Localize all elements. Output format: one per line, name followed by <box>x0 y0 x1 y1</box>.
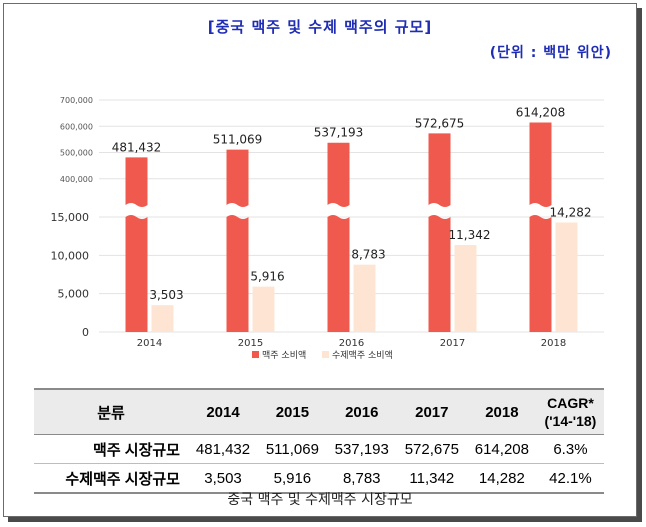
y-tick-label: 500,000 <box>60 149 93 158</box>
table-cell: 11,342 <box>396 463 467 494</box>
beer-bar-upper <box>125 157 148 207</box>
x-tick-label: 2014 <box>137 338 162 349</box>
table-header-cell: 2014 <box>187 388 259 435</box>
y-tick-label: 600,000 <box>60 122 93 131</box>
table-header-cell: 2017 <box>396 388 467 435</box>
row-label: 맥주 시장규모 <box>34 434 188 464</box>
table-cell: 5,916 <box>258 463 327 494</box>
y-tick-label: 15,000 <box>51 211 90 224</box>
summary-table: 분류 2014 2015 2016 2017 2018 CAGR* ('14-'… <box>34 388 604 494</box>
beer-bar-lower <box>428 215 451 332</box>
beer-bar-upper <box>327 142 350 207</box>
beer-bar-lower <box>529 215 552 332</box>
table-header-cell: 2018 <box>466 388 537 435</box>
figure-title: [중국 맥주 및 수제 맥주의 규모] <box>207 18 433 36</box>
craft-beer-bar <box>454 245 477 332</box>
beer-data-label: 511,069 <box>213 133 263 147</box>
beer-bar-lower <box>226 215 249 332</box>
table-cell: 614,208 <box>466 434 537 464</box>
x-axis-ticks: 2014 2015 2016 2017 2018 <box>137 338 566 349</box>
legend-label-beer: 맥주 소비액 <box>262 349 306 361</box>
y-tick-label: 0 <box>82 326 89 339</box>
legend-swatch-craft <box>322 351 329 358</box>
craft-data-label: 14,282 <box>550 206 592 220</box>
y-axis-ticks: 700,000 600,000 500,000 400,000 15,000 10,000… <box>51 96 94 339</box>
beer-bar-lower <box>125 215 148 332</box>
beer-bar-lower <box>327 215 350 332</box>
table-cell: 14,282 <box>466 463 537 494</box>
beer-data-label: 481,432 <box>112 140 162 154</box>
beer-data-label: 614,208 <box>516 106 566 120</box>
table-row: 수제맥주 시장규모 3,503 5,916 8,783 11,342 14,28… <box>34 463 604 494</box>
y-tick-label: 400,000 <box>60 175 93 184</box>
table-cell: 511,069 <box>258 434 327 464</box>
y-tick-label: 5,000 <box>58 288 90 301</box>
craft-data-label: 8,783 <box>351 248 385 262</box>
cagr-period: ('14-'18) <box>544 413 597 429</box>
data-labels: 481,432 3,503 511,069 5,916 537,193 8,783 572,… <box>112 106 592 303</box>
beer-bar-upper <box>226 149 249 207</box>
table-cell: 42.1% <box>536 463 604 494</box>
x-tick-label: 2015 <box>238 338 263 349</box>
craft-beer-bar <box>151 305 174 332</box>
row-label: 수제맥주 시장규모 <box>34 463 188 494</box>
chart-legend: 맥주 소비액 수제맥주 소비액 <box>252 349 393 361</box>
beer-bar-upper <box>428 133 451 207</box>
legend-swatch-beer <box>252 351 259 358</box>
unit-label: (단위 : 백만 위안) <box>489 45 612 61</box>
x-tick-label: 2017 <box>440 338 465 349</box>
craft-data-label: 3,503 <box>149 288 183 302</box>
table-cell: 3,503 <box>187 463 259 494</box>
table-cell: 8,783 <box>326 463 397 494</box>
chart-grid <box>99 99 604 333</box>
y-tick-label: 10,000 <box>51 249 90 262</box>
table-row: 맥주 시장규모 481,432 511,069 537,193 572,675 … <box>34 434 604 464</box>
craft-beer-bar <box>555 222 578 332</box>
beer-data-label: 572,675 <box>415 116 465 130</box>
table-cell: 537,193 <box>326 434 397 464</box>
table-header-cell: 분류 <box>34 388 188 435</box>
y-tick-label: 700,000 <box>60 96 93 105</box>
table-cell: 572,675 <box>396 434 467 464</box>
bar-chart: 700,000 600,000 500,000 400,000 15,000 10,000… <box>51 96 604 361</box>
chart-bars <box>125 122 578 332</box>
legend-label-craft: 수제맥주 소비액 <box>332 349 393 361</box>
table-header-cagr: CAGR* ('14-'18) <box>536 388 604 435</box>
x-tick-label: 2018 <box>541 338 566 349</box>
table-header-cell: 2015 <box>258 388 327 435</box>
cagr-label: CAGR* <box>547 395 594 411</box>
figure-caption: 중국 맥주 및 수제맥주 시장규모 <box>227 492 413 508</box>
table-cell: 481,432 <box>187 434 259 464</box>
table-header-cell: 2016 <box>326 388 397 435</box>
table-header-row: 분류 2014 2015 2016 2017 2018 CAGR* ('14-'… <box>34 388 604 435</box>
figure-frame: [중국 맥주 및 수제 맥주의 규모] (단위 : 백만 위안) 700,000… <box>3 3 637 517</box>
beer-data-label: 537,193 <box>314 126 364 140</box>
craft-data-label: 11,342 <box>449 228 491 242</box>
x-tick-label: 2016 <box>339 338 364 349</box>
craft-beer-bar <box>353 264 376 332</box>
craft-data-label: 5,916 <box>250 270 284 284</box>
table-cell: 6.3% <box>536 434 604 464</box>
craft-beer-bar <box>252 286 275 332</box>
beer-bar-upper <box>529 122 552 207</box>
